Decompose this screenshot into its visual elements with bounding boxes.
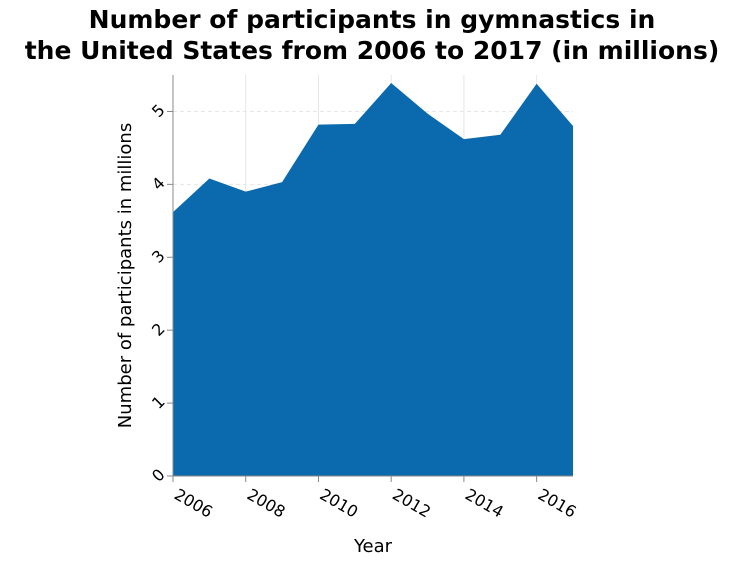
y-tick-label: 2	[148, 319, 169, 340]
chart-title-line-1: Number of participants in gymnastics in	[88, 5, 656, 34]
x-tick-label: 2014	[462, 485, 507, 522]
y-axis-label: Number of participants in millions	[115, 123, 136, 428]
x-tick-label: 2012	[389, 485, 434, 522]
y-tick-labels: 0 1 2 3 4 5	[148, 100, 173, 486]
y-tick-label: 1	[148, 392, 169, 413]
y-tick-label: 0	[148, 465, 169, 486]
chart-title-line-2: the United States from 2006 to 2017 (in …	[24, 36, 720, 65]
x-tick-label: 2008	[244, 485, 289, 522]
x-tick-label: 2006	[171, 485, 216, 522]
y-tick-label: 4	[148, 173, 169, 194]
series-area	[173, 83, 573, 477]
x-tick-label: 2016	[535, 485, 580, 522]
chart-title: Number of participants in gymnastics in …	[0, 4, 744, 66]
y-tick-label: 3	[148, 246, 169, 267]
axes	[172, 75, 573, 477]
x-tick-label: 2010	[317, 485, 362, 522]
x-axis-label: Year	[353, 536, 393, 557]
y-tick-label: 5	[148, 100, 169, 121]
x-tick-labels: 2006 2008 2010 2012 2014 2016	[171, 476, 580, 522]
